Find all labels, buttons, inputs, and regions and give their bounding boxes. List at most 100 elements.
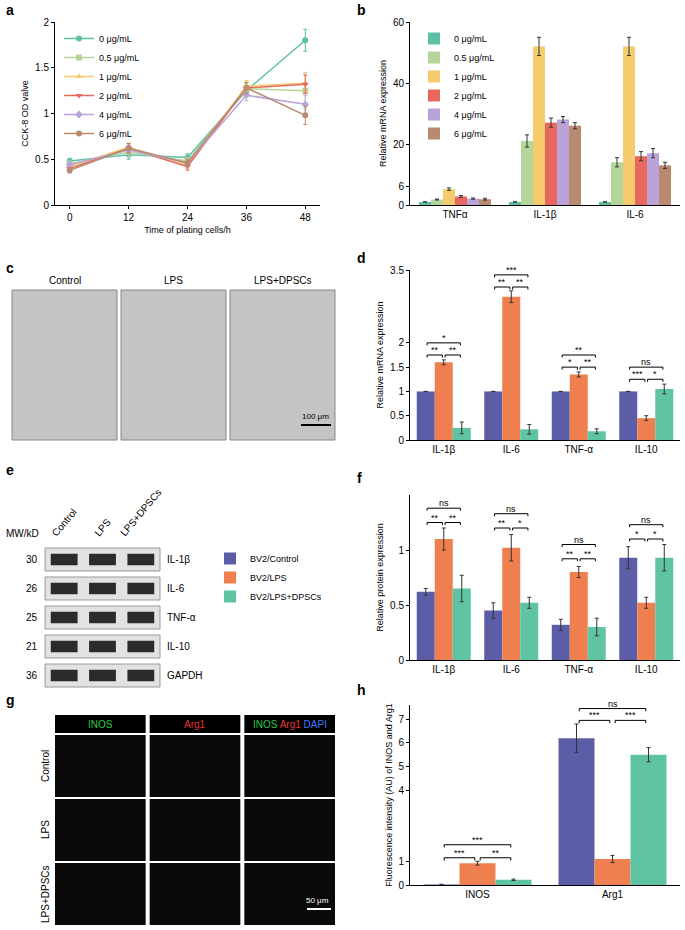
svg-text:d: d — [357, 250, 366, 266]
svg-text:**: ** — [584, 357, 592, 367]
svg-text:0: 0 — [43, 200, 49, 211]
svg-text:***: *** — [454, 848, 465, 858]
svg-text:1.5: 1.5 — [35, 62, 49, 73]
svg-text:LPS+DPSCs: LPS+DPSCs — [40, 865, 51, 923]
svg-text:1: 1 — [43, 108, 49, 119]
svg-text:f: f — [357, 470, 362, 486]
svg-text:Arg1: Arg1 — [602, 889, 624, 900]
svg-text:2: 2 — [43, 17, 49, 28]
svg-text:LPS: LPS — [92, 516, 113, 538]
svg-text:6: 6 — [398, 181, 404, 192]
svg-text:*: * — [518, 518, 522, 528]
svg-text:**: ** — [516, 277, 524, 287]
svg-text:6 μg/mL: 6 μg/mL — [454, 129, 487, 139]
svg-text:4 μg/mL: 4 μg/mL — [99, 110, 132, 120]
svg-text:2 μg/mL: 2 μg/mL — [99, 91, 132, 101]
svg-text:IL-1β: IL-1β — [432, 664, 455, 675]
svg-text:1: 1 — [398, 545, 404, 556]
svg-text:BV2/LPS+DPSCs: BV2/LPS+DPSCs — [250, 592, 322, 602]
svg-text:4: 4 — [398, 785, 404, 796]
svg-text:***: *** — [472, 835, 483, 845]
svg-text:IL-6: IL-6 — [167, 583, 185, 594]
svg-text:24: 24 — [182, 212, 194, 223]
svg-text:LPS+DPSCs: LPS+DPSCs — [254, 275, 312, 286]
svg-text:0 μg/mL: 0 μg/mL — [454, 34, 487, 44]
svg-text:***: *** — [632, 369, 643, 379]
svg-text:2: 2 — [398, 337, 404, 348]
svg-text:0: 0 — [398, 200, 404, 211]
svg-text:5: 5 — [398, 761, 404, 772]
svg-text:***: *** — [625, 710, 636, 720]
svg-text:0 μg/mL: 0 μg/mL — [99, 34, 132, 44]
svg-text:60: 60 — [393, 17, 405, 28]
svg-text:0: 0 — [67, 212, 73, 223]
svg-text:1 μg/mL: 1 μg/mL — [99, 72, 132, 82]
svg-text:0: 0 — [398, 655, 404, 666]
svg-text:TNF-α: TNF-α — [564, 444, 593, 455]
svg-text:30: 30 — [26, 554, 38, 565]
svg-text:***: *** — [506, 265, 517, 275]
svg-text:*: * — [635, 529, 639, 539]
svg-text:0: 0 — [398, 880, 404, 891]
svg-text:INOS: INOS — [88, 719, 113, 730]
svg-text:1: 1 — [398, 386, 404, 397]
svg-text:Control: Control — [40, 750, 51, 782]
svg-text:LPS: LPS — [40, 820, 51, 839]
svg-text:c: c — [6, 260, 14, 276]
svg-text:IL-6: IL-6 — [503, 664, 521, 675]
svg-text:e: e — [6, 462, 14, 478]
svg-text:*: * — [442, 333, 446, 343]
svg-text:0.5: 0.5 — [390, 600, 404, 611]
svg-text:100 μm: 100 μm — [302, 412, 329, 421]
svg-text:CCK-8 OD valve: CCK-8 OD valve — [20, 80, 30, 147]
svg-text:IL-6: IL-6 — [503, 444, 521, 455]
svg-text:TNFα: TNFα — [442, 209, 467, 220]
svg-text:36: 36 — [241, 212, 253, 223]
svg-text:LPS: LPS — [164, 275, 183, 286]
svg-text:ns: ns — [439, 498, 449, 508]
svg-text:6 μg/mL: 6 μg/mL — [99, 129, 132, 139]
svg-text:**: ** — [449, 345, 457, 355]
svg-text:**: ** — [449, 513, 457, 523]
svg-text:**: ** — [431, 345, 439, 355]
svg-text:12: 12 — [123, 212, 135, 223]
svg-text:7: 7 — [398, 714, 404, 725]
svg-text:2 μg/mL: 2 μg/mL — [454, 91, 487, 101]
svg-text:ns: ns — [641, 515, 651, 525]
svg-text:IL-1β: IL-1β — [167, 554, 190, 565]
svg-text:g: g — [6, 692, 15, 708]
svg-text:***: *** — [589, 710, 600, 720]
svg-text:IL-10: IL-10 — [635, 664, 658, 675]
svg-text:b: b — [357, 2, 366, 18]
svg-text:h: h — [357, 682, 366, 698]
svg-text:20: 20 — [393, 139, 405, 150]
svg-text:**: ** — [498, 277, 506, 287]
svg-text:Arg1: Arg1 — [184, 719, 206, 730]
svg-text:1 μg/mL: 1 μg/mL — [454, 72, 487, 82]
svg-text:ns: ns — [608, 699, 618, 709]
svg-text:IL-10: IL-10 — [167, 641, 190, 652]
svg-text:Control: Control — [50, 507, 79, 539]
svg-text:1: 1 — [398, 856, 404, 867]
svg-text:ns: ns — [506, 504, 516, 514]
svg-text:IL-6: IL-6 — [626, 209, 644, 220]
svg-text:*: * — [653, 369, 657, 379]
svg-text:INOS Arg1 DAPI: INOS Arg1 DAPI — [253, 719, 327, 730]
svg-text:ns: ns — [641, 357, 651, 367]
svg-text:*: * — [568, 357, 572, 367]
svg-text:21: 21 — [26, 641, 38, 652]
svg-text:40: 40 — [393, 78, 405, 89]
svg-text:MW/kD: MW/kD — [6, 528, 39, 539]
svg-text:*: * — [653, 529, 657, 539]
svg-text:0.5 μg/mL: 0.5 μg/mL — [454, 53, 494, 63]
svg-text:**: ** — [492, 848, 500, 858]
svg-text:0.5: 0.5 — [390, 410, 404, 421]
svg-text:36: 36 — [26, 670, 38, 681]
svg-text:Relative mRNA expression: Relative mRNA expression — [378, 60, 388, 167]
svg-text:IL-10: IL-10 — [635, 444, 658, 455]
svg-text:**: ** — [431, 513, 439, 523]
svg-text:50 μm: 50 μm — [306, 896, 329, 905]
svg-text:**: ** — [575, 345, 583, 355]
svg-text:26: 26 — [26, 583, 38, 594]
svg-text:TNF-α: TNF-α — [564, 664, 593, 675]
